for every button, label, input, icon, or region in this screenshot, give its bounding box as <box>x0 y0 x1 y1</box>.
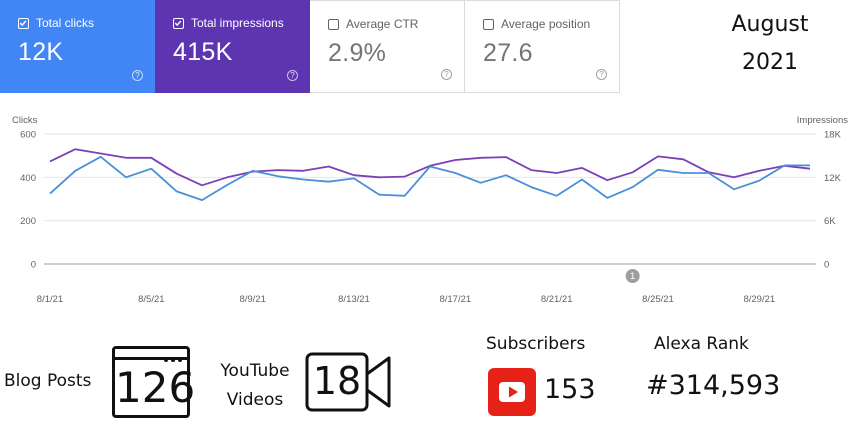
metric-cards: Total clicks 12K ? Total impressions 415… <box>0 0 620 93</box>
blog-posts-label: Blog Posts <box>4 371 92 391</box>
x-tick-label: 8/9/21 <box>239 294 265 305</box>
browser-window-titlebar <box>115 349 187 360</box>
metric-header: Average position <box>483 17 619 31</box>
metric-label: Total clicks <box>36 16 95 30</box>
youtube-videos-count: 18 <box>312 359 362 403</box>
month-year: 2021 <box>742 50 798 75</box>
checkbox-icon[interactable] <box>18 17 29 29</box>
y-tick-right: 0 <box>824 260 829 271</box>
x-tick-label: 8/25/21 <box>642 294 674 305</box>
checkbox-icon[interactable] <box>173 17 184 29</box>
youtube-videos-label: YouTube Videos <box>215 357 295 415</box>
metric-label: Average CTR <box>346 17 419 31</box>
x-tick-label: 8/17/21 <box>439 294 471 305</box>
annotation-label: 1 <box>630 271 635 281</box>
month-label: August 2021 <box>700 6 840 82</box>
help-icon[interactable]: ? <box>441 69 452 80</box>
y-axis-title-left: Clicks <box>12 115 38 126</box>
metric-value: 415K <box>173 38 233 66</box>
x-tick-label: 8/13/21 <box>338 294 370 305</box>
month-name: August <box>731 12 809 37</box>
video-camera-icon <box>305 352 391 412</box>
metric-header: Average CTR <box>328 17 464 31</box>
y-tick-right: 18K <box>824 130 842 141</box>
x-tick-label: 8/5/21 <box>138 294 164 305</box>
metric-card-total-impressions[interactable]: Total impressions 415K ? <box>155 0 310 93</box>
metric-header: Total clicks <box>18 16 155 30</box>
performance-chart: Clicks Impressions 0 200 400 600 0 6K 12K 18K 8/1/… <box>12 115 848 305</box>
blog-posts-count: 126 <box>115 363 196 412</box>
subscribers-label: Subscribers <box>486 334 586 354</box>
browser-window-dots <box>163 350 183 362</box>
y-tick-left: 400 <box>20 173 36 184</box>
y-tick-left: 200 <box>20 216 36 227</box>
metric-value: 2.9% <box>328 39 387 67</box>
youtube-label-line2: Videos <box>226 390 284 410</box>
x-tick-label: 8/21/21 <box>541 294 573 305</box>
help-icon[interactable]: ? <box>132 70 143 81</box>
alexa-rank-label: Alexa Rank <box>654 334 749 354</box>
youtube-label-line1: YouTube <box>220 361 290 381</box>
metric-card-total-clicks[interactable]: Total clicks 12K ? <box>0 0 155 93</box>
y-tick-right: 12K <box>824 173 842 184</box>
y-tick-left: 600 <box>20 130 36 141</box>
y-axis-title-right: Impressions <box>797 115 848 126</box>
annotation-marker <box>625 269 640 283</box>
help-icon[interactable]: ? <box>596 69 607 80</box>
subscribers-count: 153 <box>544 374 596 405</box>
metric-value: 12K <box>18 38 64 66</box>
checkbox-icon[interactable] <box>328 18 339 30</box>
y-tick-right: 6K <box>824 216 836 227</box>
youtube-play-icon <box>488 368 536 416</box>
metric-label: Average position <box>501 17 591 31</box>
series-line-clicks <box>49 155 810 201</box>
metric-card-average-position[interactable]: Average position 27.6 ? <box>465 0 620 93</box>
browser-window-icon: 126 <box>112 346 196 418</box>
x-tick-label: 8/1/21 <box>37 294 63 305</box>
y-tick-left: 0 <box>31 260 36 271</box>
alexa-rank-value: #314,593 <box>646 370 781 401</box>
metric-label: Total impressions <box>191 16 284 30</box>
metric-value: 27.6 <box>483 39 533 67</box>
help-icon[interactable]: ? <box>287 70 298 81</box>
metric-header: Total impressions <box>173 16 310 30</box>
checkbox-icon[interactable] <box>483 18 494 30</box>
metric-card-average-ctr[interactable]: Average CTR 2.9% ? <box>310 0 465 93</box>
x-tick-label: 8/29/21 <box>743 294 775 305</box>
